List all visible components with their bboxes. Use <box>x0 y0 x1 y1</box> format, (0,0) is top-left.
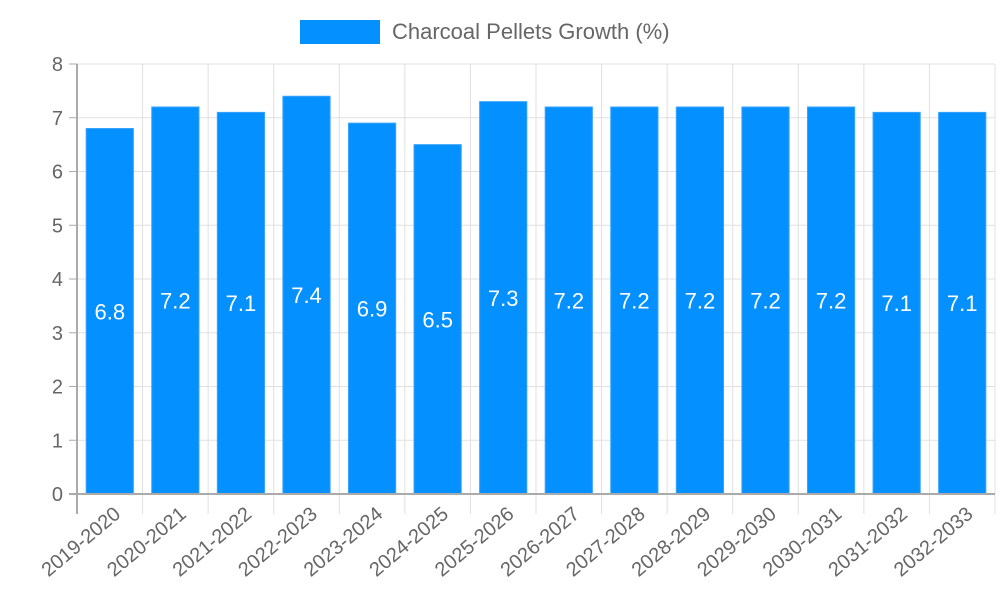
bar[interactable] <box>872 111 921 495</box>
y-tick-label: 0 <box>52 484 63 506</box>
bar-value-label: 7.1 <box>947 291 978 316</box>
y-tick-label: 5 <box>52 215 63 237</box>
chart-legend[interactable]: Charcoal Pellets Growth (%) <box>300 19 670 45</box>
y-tick-label: 2 <box>52 377 63 399</box>
y-tick-label: 1 <box>52 430 63 452</box>
bar-value-label: 7.2 <box>619 289 650 314</box>
data-labels: 6.8 7.2 7.1 7.4 6.9 6.5 7.3 7.2 7.2 7.2 7.2 7.2 7.1 7… <box>94 283 977 332</box>
bar[interactable] <box>741 106 790 495</box>
y-tick-label: 7 <box>52 108 63 130</box>
bar[interactable] <box>806 106 856 495</box>
bar-value-label: 6.8 <box>94 299 125 324</box>
y-tick-label: 8 <box>52 54 63 76</box>
bar-value-label: 6.9 <box>357 297 388 322</box>
bar[interactable] <box>610 106 659 495</box>
bar[interactable] <box>347 122 397 495</box>
legend-label: Charcoal Pellets Growth (%) <box>392 19 670 44</box>
y-tick-label: 3 <box>52 323 63 345</box>
bar[interactable] <box>938 111 987 495</box>
bar-value-label: 6.5 <box>422 307 453 332</box>
bar[interactable] <box>151 106 200 495</box>
bar-value-label: 7.2 <box>816 289 847 314</box>
bar-value-label: 7.2 <box>553 289 584 314</box>
bar-value-label: 7.2 <box>750 289 781 314</box>
bar-value-label: 7.2 <box>160 289 191 314</box>
bar[interactable] <box>282 95 331 495</box>
bar[interactable] <box>675 106 725 495</box>
bar-value-label: 7.1 <box>881 291 912 316</box>
bar-value-label: 7.1 <box>226 291 257 316</box>
y-tick-label: 4 <box>52 269 63 291</box>
bar[interactable] <box>413 144 462 495</box>
legend-swatch <box>300 20 380 44</box>
bar-value-label: 7.2 <box>685 289 716 314</box>
grid-lines <box>76 63 996 514</box>
bars <box>85 95 987 495</box>
bar[interactable] <box>544 106 593 495</box>
bar-value-label: 7.4 <box>291 283 322 308</box>
bar[interactable] <box>216 111 266 495</box>
bar-value-label: 7.3 <box>488 286 519 311</box>
y-tick-label: 6 <box>52 162 63 184</box>
bar[interactable] <box>85 128 134 495</box>
